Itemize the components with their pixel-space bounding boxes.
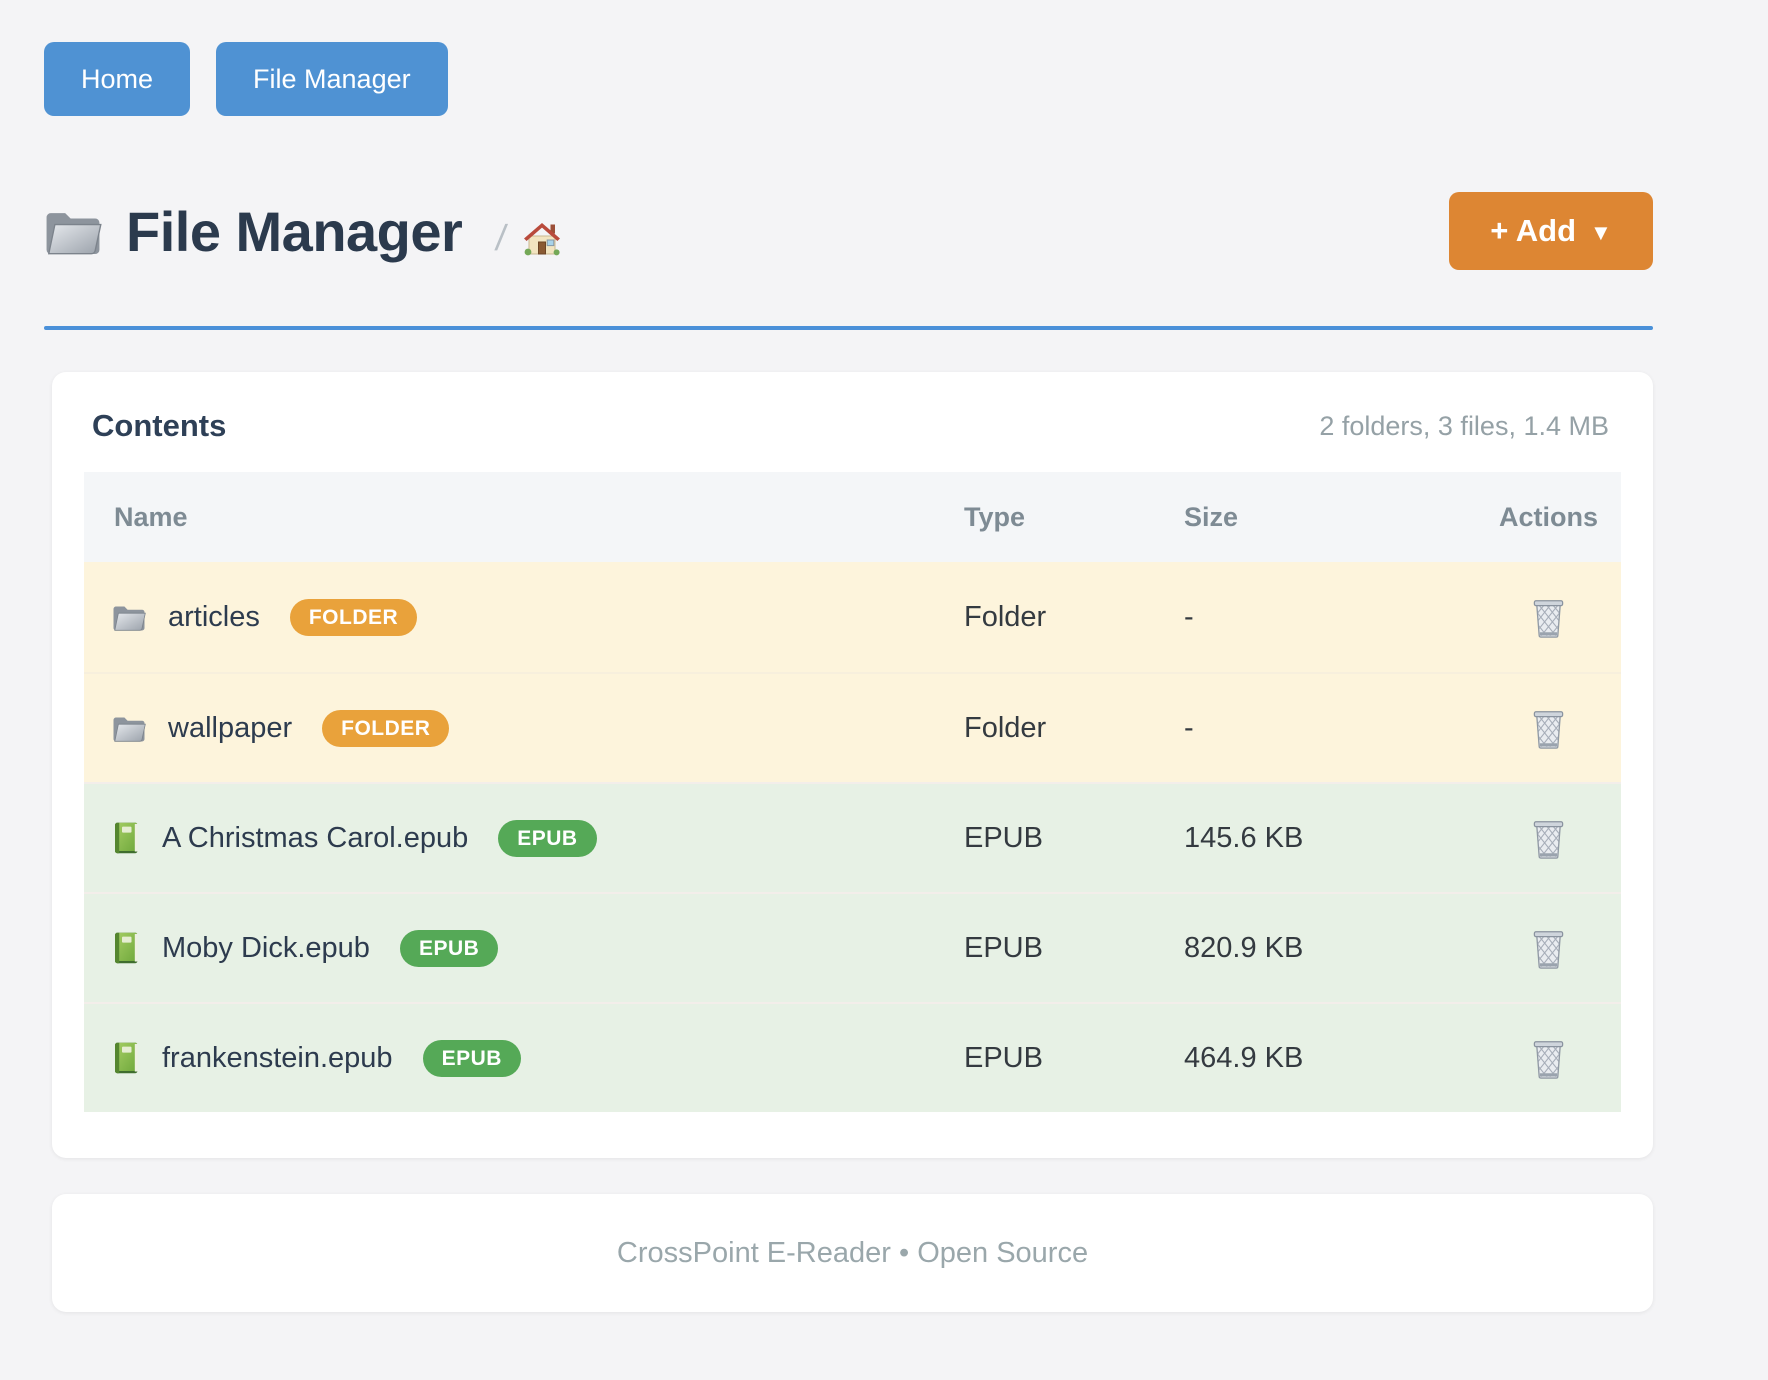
column-header-type: Type <box>964 501 1026 532</box>
add-button-label: + Add <box>1490 213 1577 248</box>
epub-badge: EPUB <box>422 1039 521 1077</box>
table-row[interactable]: articles FOLDER Folder - <box>84 562 1621 672</box>
delete-button[interactable] <box>1526 813 1571 864</box>
add-button[interactable]: + Add ▼ <box>1449 192 1653 270</box>
delete-button[interactable] <box>1526 923 1571 974</box>
delete-button[interactable] <box>1526 703 1571 754</box>
home-icon[interactable] <box>522 220 562 256</box>
file-name[interactable]: wallpaper <box>168 711 293 744</box>
file-size: - <box>1184 711 1194 744</box>
home-nav-button[interactable]: Home <box>44 42 191 116</box>
table-row[interactable]: wallpaper FOLDER Folder - <box>84 672 1621 782</box>
folder-badge: FOLDER <box>322 709 450 747</box>
contents-summary: 2 folders, 3 files, 1.4 MB <box>1319 410 1609 441</box>
footer-text: CrossPoint E-Reader • Open Source <box>616 1236 1089 1269</box>
file-type: EPUB <box>964 1041 1043 1074</box>
column-header-actions: Actions <box>1498 501 1598 532</box>
footer-card: CrossPoint E-Reader • Open Source <box>52 1194 1653 1312</box>
folder-icon <box>112 603 146 631</box>
file-size: 464.9 KB <box>1184 1041 1304 1074</box>
book-icon <box>112 932 140 964</box>
page-header: File Manager / + Add ▼ <box>44 192 1653 270</box>
title-divider <box>44 326 1653 330</box>
trash-icon <box>1530 1037 1567 1080</box>
delete-button[interactable] <box>1526 592 1571 643</box>
file-type: Folder <box>964 711 1047 744</box>
breadcrumb: / <box>493 217 562 259</box>
contents-card: Contents 2 folders, 3 files, 1.4 MB Name… <box>52 372 1653 1158</box>
delete-button[interactable] <box>1526 1033 1571 1084</box>
trash-icon <box>1530 596 1567 639</box>
folder-badge: FOLDER <box>289 598 418 636</box>
trash-icon <box>1530 817 1567 860</box>
trash-icon <box>1530 707 1567 750</box>
epub-badge: EPUB <box>399 929 499 967</box>
page-title: File Manager <box>126 199 463 263</box>
folder-icon <box>112 714 146 742</box>
table-row[interactable]: frankenstein.epub EPUB EPUB 464.9 KB <box>84 1002 1621 1112</box>
book-icon <box>112 822 140 854</box>
file-name[interactable]: A Christmas Carol.epub <box>162 821 469 854</box>
column-header-size: Size <box>1184 501 1239 532</box>
file-type: EPUB <box>964 931 1043 964</box>
table-row[interactable]: A Christmas Carol.epub EPUB EPUB 145.6 K… <box>84 782 1621 892</box>
file-table: Name Type Size Actions articles FOLDER F… <box>84 472 1621 1112</box>
file-type: EPUB <box>964 821 1043 854</box>
file-name[interactable]: articles <box>168 600 260 633</box>
breadcrumb-separator: / <box>493 217 510 258</box>
file-type: Folder <box>964 600 1047 633</box>
contents-card-header: Contents 2 folders, 3 files, 1.4 MB <box>84 408 1621 444</box>
epub-badge: EPUB <box>498 819 597 857</box>
chevron-down-icon: ▼ <box>1590 219 1612 245</box>
file-name[interactable]: Moby Dick.epub <box>162 931 370 964</box>
folder-icon <box>44 207 102 255</box>
file-size: 145.6 KB <box>1184 821 1304 854</box>
table-header-row: Name Type Size Actions <box>84 472 1621 562</box>
top-navigation: Home File Manager <box>44 0 1653 116</box>
table-row[interactable]: Moby Dick.epub EPUB EPUB 820.9 KB <box>84 892 1621 1002</box>
contents-heading: Contents <box>92 408 227 443</box>
file-name[interactable]: frankenstein.epub <box>162 1041 393 1074</box>
file-manager-nav-button[interactable]: File Manager <box>216 42 448 116</box>
file-size: 820.9 KB <box>1184 931 1304 964</box>
trash-icon <box>1530 927 1567 970</box>
column-header-name: Name <box>114 501 188 532</box>
file-size: - <box>1184 600 1194 633</box>
page: Home File Manager File Manager / + Add ▼… <box>44 0 1653 1312</box>
book-icon <box>112 1042 140 1074</box>
